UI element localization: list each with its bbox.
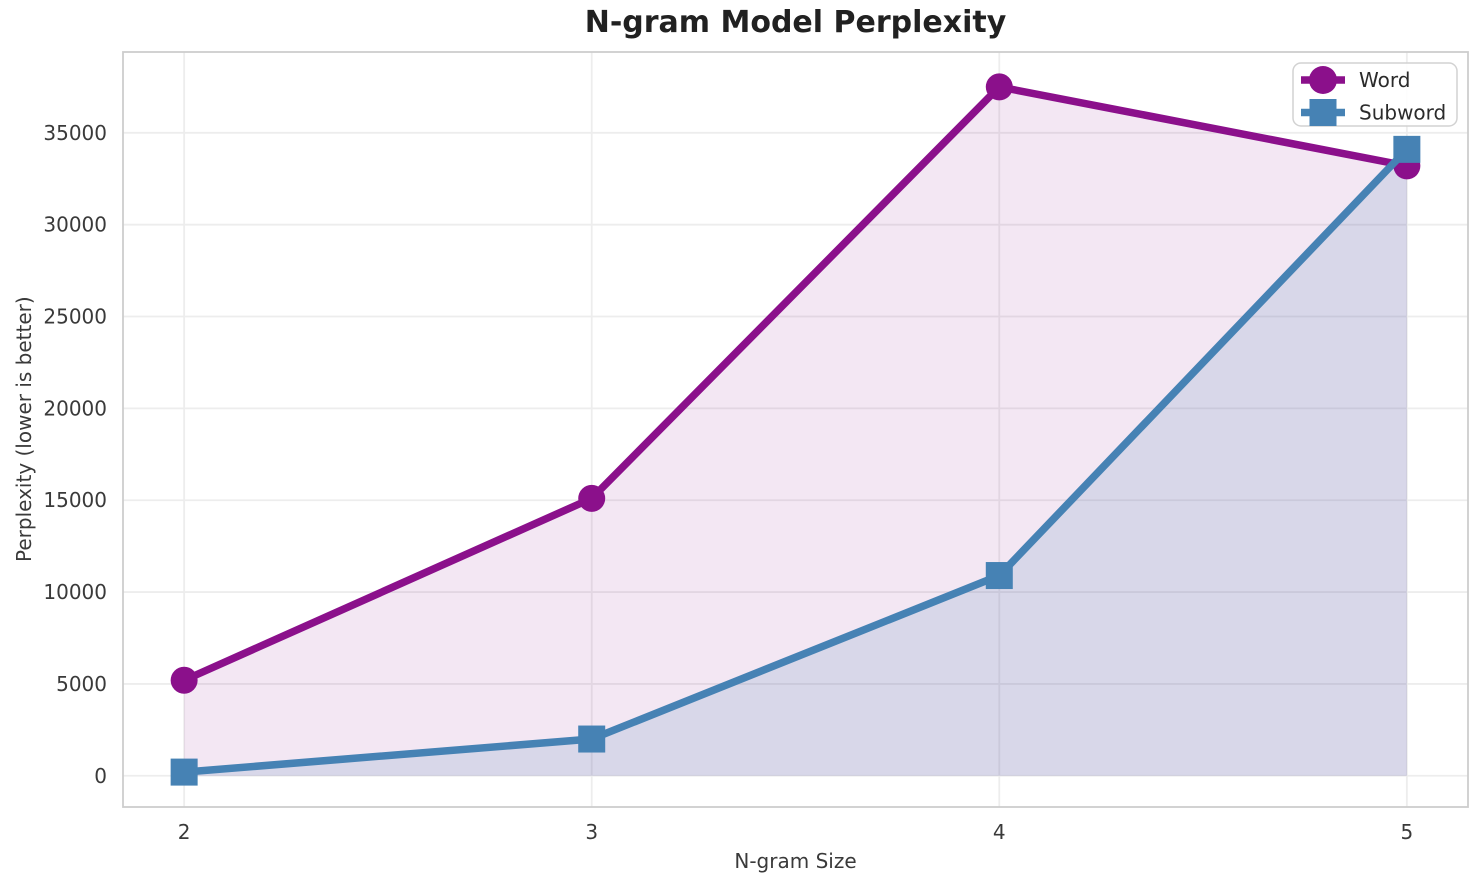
data-point-subword[interactable] xyxy=(1393,135,1421,163)
legend-item-label: Subword xyxy=(1359,101,1446,125)
y-tick-label: 20000 xyxy=(43,396,107,420)
x-tick-label: 4 xyxy=(993,820,1006,844)
x-tick-label: 5 xyxy=(1400,820,1413,844)
y-tick-label: 15000 xyxy=(43,488,107,512)
x-tick-label: 2 xyxy=(178,820,191,844)
y-tick-label: 5000 xyxy=(56,672,107,696)
series-line-word xyxy=(180,83,1411,684)
x-tick-label: 3 xyxy=(585,820,598,844)
data-point-word[interactable] xyxy=(170,666,198,694)
data-point-subword[interactable] xyxy=(170,758,198,786)
series-fill-subword xyxy=(184,149,1407,776)
legend-item-label: Word xyxy=(1359,68,1410,92)
y-axis-label: Perplexity (lower is better) xyxy=(12,296,36,563)
y-tick-label: 25000 xyxy=(43,305,107,329)
series-line-subword xyxy=(180,145,1411,776)
legend-circle-marker-icon xyxy=(1309,66,1337,94)
series-fill-word xyxy=(184,86,1407,776)
y-tick-label: 0 xyxy=(94,764,107,788)
chart-title: N-gram Model Perplexity xyxy=(584,5,1007,40)
x-axis-label: N-gram Size xyxy=(734,849,857,873)
plot-border xyxy=(122,51,1469,808)
data-point-subword[interactable] xyxy=(985,562,1013,590)
y-tick-label: 30000 xyxy=(43,213,107,237)
y-tick-label: 35000 xyxy=(43,121,107,145)
data-point-word[interactable] xyxy=(578,484,606,512)
data-point-subword[interactable] xyxy=(578,725,606,753)
legend-square-marker-icon xyxy=(1309,99,1337,126)
y-tick-label: 10000 xyxy=(43,580,107,604)
data-point-word[interactable] xyxy=(985,73,1013,101)
